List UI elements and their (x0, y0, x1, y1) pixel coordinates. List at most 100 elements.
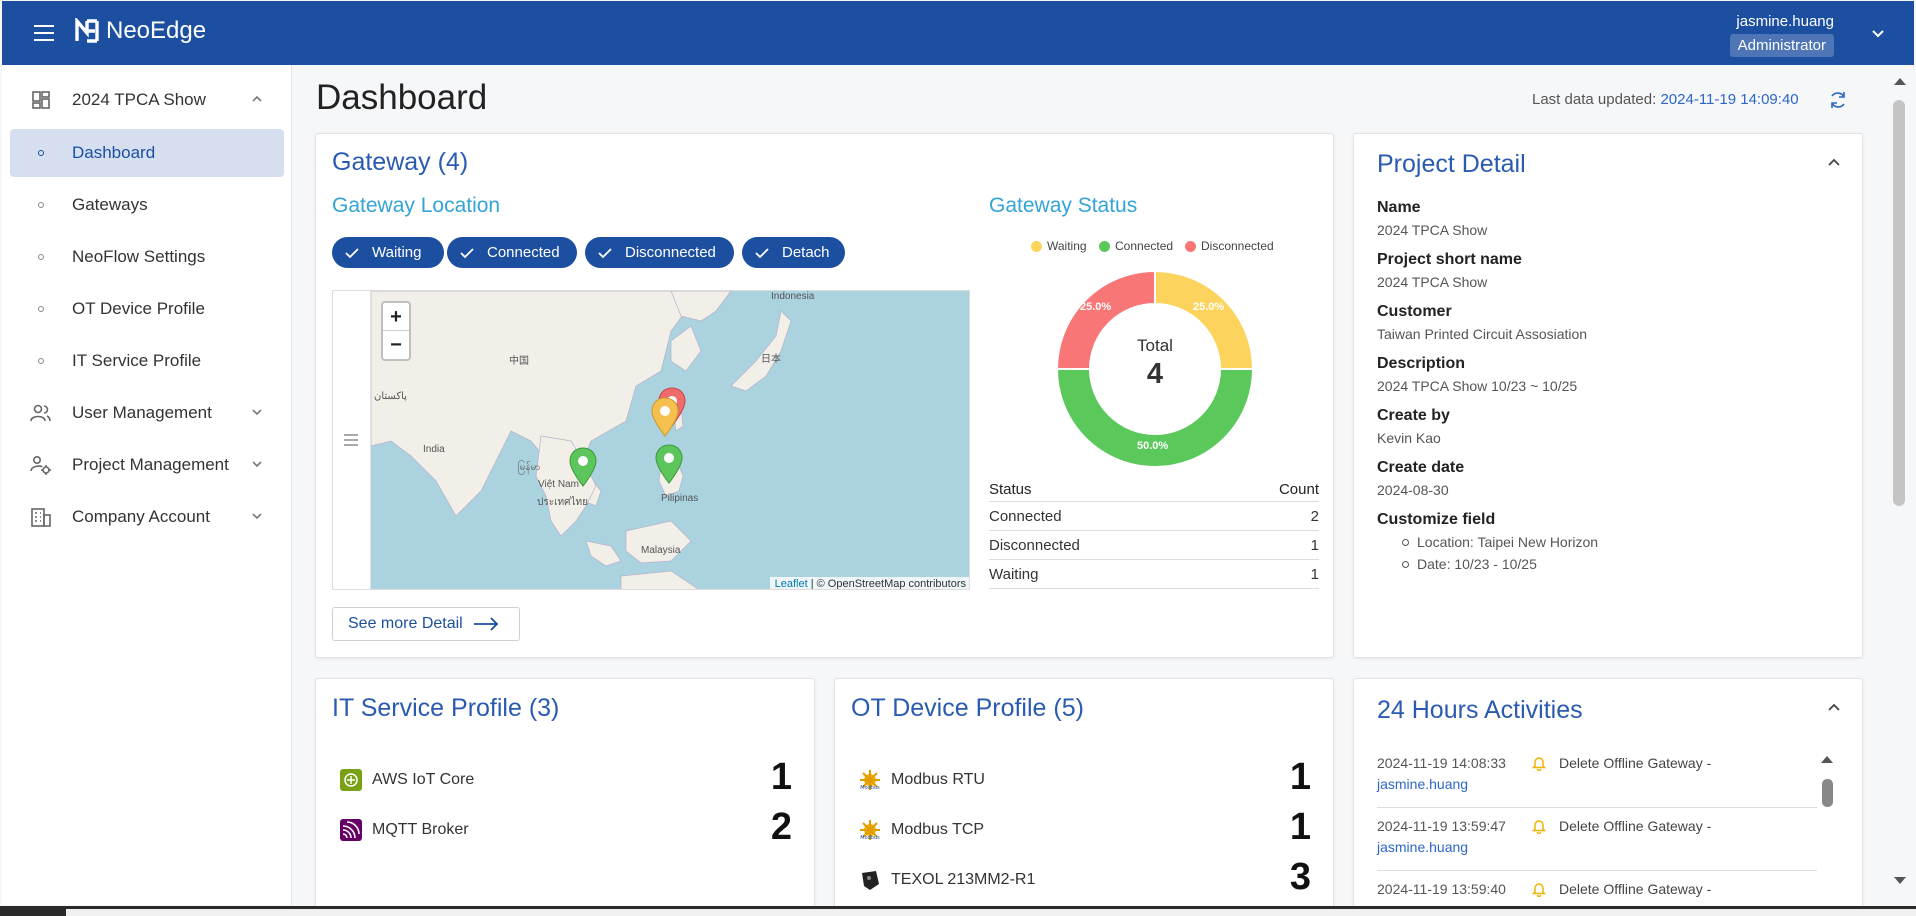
activity-text: Delete Offline Gateway - (1559, 818, 1712, 834)
page-scroll-down-icon[interactable] (1892, 876, 1908, 886)
ot-device-label: Modbus TCP (891, 821, 985, 838)
donut-pct-waiting: 25.0% (1193, 301, 1225, 313)
sidebar-project-group[interactable]: 2024 TPCA Show (10, 76, 284, 124)
ot-device-count: 1 (1289, 806, 1311, 848)
sidebar-item-ot-device-profile[interactable]: OT Device Profile (10, 285, 284, 333)
donut-slice-disconnected[interactable] (1057, 271, 1156, 370)
page-scroll-up-icon[interactable] (1892, 76, 1908, 86)
filter-chip-waiting[interactable]: Waiting (332, 237, 444, 268)
user-name[interactable]: jasmine.huang (1736, 13, 1834, 30)
page-scroll-thumb[interactable] (1893, 100, 1905, 506)
dashboard-grid-icon (28, 90, 54, 110)
filter-chip-connected[interactable]: Connected (447, 237, 577, 268)
bullet-icon (38, 202, 44, 208)
sidebar-item-label: IT Service Profile (72, 351, 202, 370)
bell-icon (1532, 883, 1546, 897)
sidebar-group-company-account[interactable]: Company Account (10, 493, 284, 541)
map-tiles[interactable]: Indonesia 中国 日本 پاکستان India မြန်မာ Việ… (371, 291, 969, 590)
it-service-label: AWS IoT Core (372, 771, 475, 788)
sidebar-item-it-service-profile[interactable]: IT Service Profile (10, 337, 284, 385)
map-marker-waiting[interactable] (650, 396, 680, 438)
ot-device-count: 1 (1289, 756, 1311, 798)
ot-device-count: 3 (1289, 856, 1311, 898)
map-zoom-control: + − (381, 301, 411, 361)
activities-card (1353, 678, 1863, 913)
activity-user-link[interactable]: jasmine.huang (1377, 776, 1469, 792)
table-row: Connected 2 (989, 502, 1319, 531)
osm-attribution: | © OpenStreetMap contributors (810, 578, 966, 590)
table-cell-status: Waiting (989, 565, 1039, 583)
bell-icon (1532, 757, 1546, 771)
sidebar-group-user-management[interactable]: User Management (10, 389, 284, 437)
top-app-bar: NeoEdge jasmine.huang Administrator (2, 1, 1914, 65)
bullet-icon (38, 306, 44, 312)
svg-text:Modbus: Modbus (860, 835, 880, 841)
filter-chip-detach[interactable]: Detach (742, 237, 845, 268)
ot-device-row[interactable]: Modbus Modbus RTU (858, 765, 985, 795)
page-title: Dashboard (316, 78, 488, 117)
project-detail-title: Project Detail (1377, 150, 1526, 178)
gateway-status-table: Status Count Connected 2 Disconnected 1 … (989, 477, 1319, 589)
detail-value-create-by: Kevin Kao (1377, 430, 1441, 446)
activity-item: 2024-11-19 13:59:40 Delete Offline Gatew… (1377, 872, 1817, 904)
map-label: 中国 (509, 356, 529, 367)
ot-device-profile-title: OT Device Profile (5) (851, 694, 1084, 722)
donut-pct-connected: 50.0% (1137, 440, 1169, 452)
map-label: မြန်မာ (518, 462, 541, 473)
leaflet-link[interactable]: Leaflet (774, 578, 808, 590)
sidebar-group-label: Company Account (72, 507, 210, 526)
sidebar-item-neoflow-settings[interactable]: NeoFlow Settings (10, 233, 284, 281)
refresh-icon[interactable] (1828, 90, 1848, 110)
check-icon (345, 247, 359, 258)
sidebar-item-label: Dashboard (72, 143, 156, 162)
ot-device-row[interactable]: TEXOL 213MM2-R1 (858, 865, 1035, 895)
chevron-down-icon (252, 461, 262, 468)
map-label: Pilipinas (661, 493, 699, 504)
ot-device-row[interactable]: Modbus Modbus TCP (858, 815, 984, 845)
zoom-in-button[interactable]: + (383, 303, 409, 331)
table-header-count: Count (1278, 480, 1319, 498)
map-marker-connected[interactable] (568, 446, 598, 488)
filter-chip-label: Connected (487, 244, 560, 261)
it-service-row[interactable]: MQTT Broker (339, 815, 469, 845)
collapse-chevron-up-icon[interactable] (1826, 700, 1842, 714)
legend-item-waiting: Waiting (1031, 239, 1087, 253)
table-cell-status: Disconnected (989, 536, 1080, 554)
bullet-icon (38, 150, 44, 156)
map-drag-handle[interactable] (333, 291, 371, 589)
see-more-detail-button[interactable]: See more Detail (332, 607, 520, 641)
it-service-profile-card (315, 678, 815, 913)
arrow-right-icon (473, 617, 498, 631)
chevron-down-icon[interactable] (1870, 25, 1886, 41)
chevron-down-icon (252, 513, 262, 520)
menu-icon[interactable] (34, 25, 54, 41)
sidebar-item-gateways[interactable]: Gateways (10, 181, 284, 229)
activity-user-link[interactable]: jasmine.huang (1377, 839, 1469, 855)
activities-scroll-up-icon[interactable] (1819, 754, 1835, 764)
sidebar-item-label: Gateways (72, 195, 148, 214)
map-label: پاکستان (374, 391, 407, 402)
sidebar-item-dashboard[interactable]: Dashboard (10, 129, 284, 177)
check-icon (460, 247, 474, 258)
zoom-out-button[interactable]: − (390, 334, 402, 356)
detail-value-short-name: 2024 TPCA Show (1377, 274, 1488, 290)
donut-slice-connected[interactable] (1057, 368, 1253, 467)
map-marker-connected[interactable] (654, 443, 684, 485)
legend-swatch (1031, 240, 1042, 252)
collapse-chevron-up-icon[interactable] (1826, 155, 1842, 169)
activity-item: 2024-11-19 14:08:33 Delete Offline Gatew… (1377, 746, 1817, 808)
gateway-map[interactable]: Indonesia 中国 日本 پاکستان India မြန်မာ Việ… (332, 290, 970, 590)
sidebar-group-label: User Management (72, 403, 212, 422)
gear-user-icon (28, 454, 54, 476)
app-logo[interactable]: NeoEdge (74, 17, 206, 45)
bullet-icon (1402, 538, 1409, 546)
map-label: Việt Nam (538, 479, 579, 490)
filter-chip-label: Detach (782, 244, 830, 261)
map-label: 日本 (761, 354, 781, 365)
filter-chip-disconnected[interactable]: Disconnected (585, 237, 734, 268)
activities-scroll-thumb[interactable] (1822, 779, 1833, 807)
bell-icon (1532, 820, 1546, 834)
legend-label: Disconnected (1201, 239, 1274, 253)
sidebar-group-project-management[interactable]: Project Management (10, 441, 284, 489)
it-service-row[interactable]: AWS IoT Core (339, 765, 474, 795)
